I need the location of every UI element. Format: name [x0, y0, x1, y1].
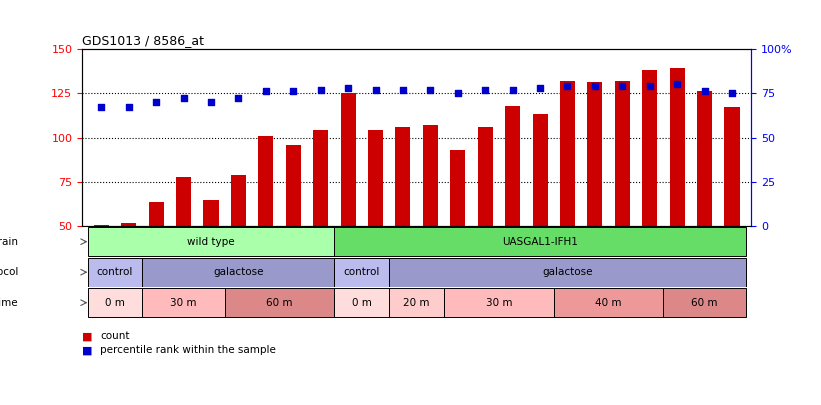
- Bar: [231, 175, 246, 226]
- Point: [94, 104, 108, 111]
- Point: [287, 88, 300, 94]
- Bar: [389, 258, 745, 287]
- Text: ■: ■: [82, 331, 93, 341]
- Bar: [389, 288, 444, 317]
- Bar: [341, 93, 355, 226]
- Bar: [286, 145, 300, 226]
- Bar: [560, 81, 575, 226]
- Point: [452, 90, 465, 96]
- Text: UASGAL1-IFH1: UASGAL1-IFH1: [502, 237, 578, 247]
- Bar: [670, 68, 685, 226]
- Text: time: time: [0, 298, 19, 308]
- Bar: [88, 227, 334, 256]
- Point: [397, 86, 410, 93]
- Text: control: control: [344, 267, 380, 277]
- Bar: [615, 81, 630, 226]
- Text: GDS1013 / 8586_at: GDS1013 / 8586_at: [82, 34, 204, 47]
- Point: [149, 99, 163, 105]
- Bar: [505, 106, 521, 226]
- Bar: [334, 288, 389, 317]
- Point: [726, 90, 739, 96]
- Bar: [368, 130, 383, 226]
- Text: 0 m: 0 m: [352, 298, 372, 308]
- Point: [122, 104, 135, 111]
- Point: [589, 83, 602, 89]
- Text: 60 m: 60 m: [691, 298, 718, 308]
- Text: 30 m: 30 m: [170, 298, 197, 308]
- Text: 60 m: 60 m: [266, 298, 293, 308]
- Text: ■: ■: [82, 345, 93, 355]
- Bar: [88, 288, 142, 317]
- Point: [671, 81, 684, 87]
- Point: [424, 86, 437, 93]
- Bar: [313, 130, 328, 226]
- Text: 0 m: 0 m: [105, 298, 125, 308]
- Point: [177, 95, 190, 102]
- Bar: [334, 227, 745, 256]
- Bar: [334, 258, 389, 287]
- Bar: [94, 225, 109, 226]
- Bar: [122, 223, 136, 226]
- Bar: [142, 288, 225, 317]
- Point: [616, 83, 629, 89]
- Text: growth protocol: growth protocol: [0, 267, 19, 277]
- Text: strain: strain: [0, 237, 19, 247]
- Text: galactose: galactose: [542, 267, 593, 277]
- Point: [342, 85, 355, 91]
- Point: [314, 86, 328, 93]
- Point: [534, 85, 547, 91]
- Point: [232, 95, 245, 102]
- Text: 30 m: 30 m: [486, 298, 512, 308]
- Bar: [225, 288, 334, 317]
- Bar: [396, 127, 410, 226]
- Bar: [444, 288, 554, 317]
- Text: 40 m: 40 m: [595, 298, 621, 308]
- Point: [204, 99, 218, 105]
- Bar: [663, 288, 745, 317]
- Bar: [533, 114, 548, 226]
- Bar: [697, 91, 712, 226]
- Bar: [587, 82, 603, 226]
- Point: [561, 83, 574, 89]
- Bar: [642, 70, 658, 226]
- Bar: [724, 107, 740, 226]
- Bar: [478, 127, 493, 226]
- Point: [259, 88, 273, 94]
- Bar: [149, 202, 163, 226]
- Bar: [204, 200, 218, 226]
- Text: galactose: galactose: [213, 267, 264, 277]
- Text: count: count: [100, 331, 130, 341]
- Point: [643, 83, 656, 89]
- Text: 20 m: 20 m: [403, 298, 430, 308]
- Text: control: control: [97, 267, 133, 277]
- Bar: [142, 258, 334, 287]
- Text: wild type: wild type: [187, 237, 235, 247]
- Point: [506, 86, 519, 93]
- Point: [698, 88, 711, 94]
- Bar: [88, 258, 142, 287]
- Bar: [554, 288, 663, 317]
- Point: [369, 86, 382, 93]
- Bar: [423, 125, 438, 226]
- Bar: [450, 150, 466, 226]
- Bar: [176, 177, 191, 226]
- Text: percentile rank within the sample: percentile rank within the sample: [100, 345, 276, 355]
- Point: [479, 86, 492, 93]
- Bar: [259, 136, 273, 226]
